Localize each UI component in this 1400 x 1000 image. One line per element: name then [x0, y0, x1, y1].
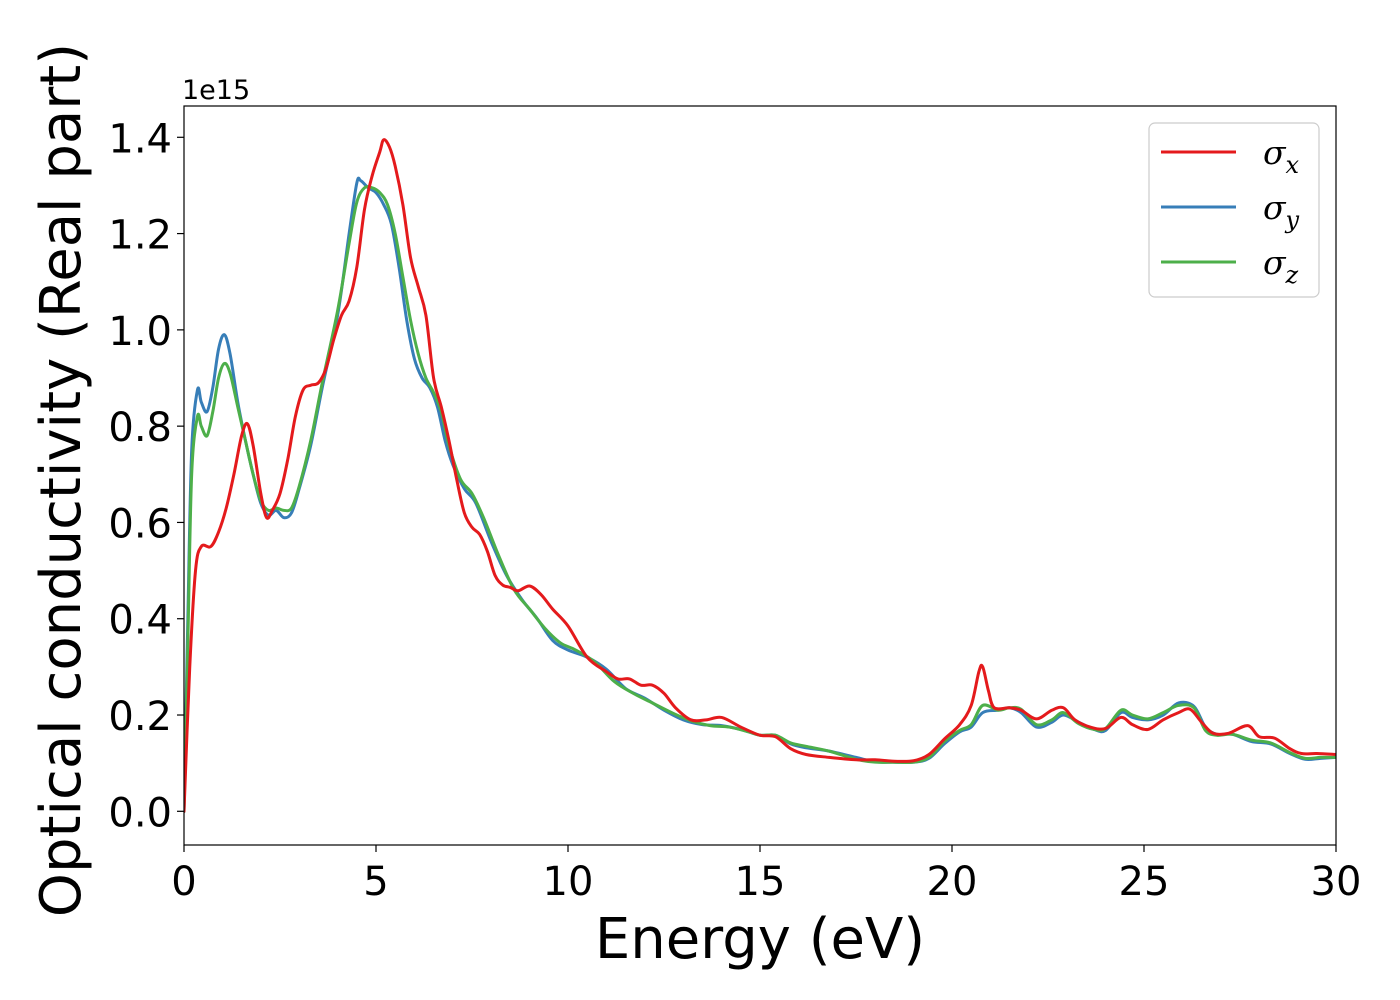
x-tick-label: 30 — [1311, 859, 1362, 905]
y-tick-label: 0.0 — [108, 790, 172, 836]
series-line-x — [184, 138, 1336, 813]
x-tick-label: 0 — [171, 859, 196, 905]
x-axis-title: Energy (eV) — [595, 907, 925, 972]
x-tick-label: 10 — [543, 859, 594, 905]
y-tick-label: 1.0 — [108, 309, 172, 355]
y-tick-label: 0.2 — [108, 694, 172, 740]
x-axis: 0 5 10 15 20 25 30 — [171, 845, 1361, 905]
legend-frame — [1148, 122, 1320, 298]
series-layer — [184, 138, 1336, 813]
y-tick-label: 0.4 — [108, 598, 172, 644]
y-axis-title: Optical conductivity (Real part) — [29, 43, 94, 917]
y-tick-label: 0.8 — [108, 405, 172, 451]
x-tick-label: 20 — [927, 859, 978, 905]
x-tick-label: 25 — [1119, 859, 1170, 905]
y-tick-label: 0.6 — [108, 501, 172, 547]
x-tick-label: 5 — [363, 859, 388, 905]
x-tick-label: 15 — [735, 859, 786, 905]
y-tick-label: 1.2 — [108, 213, 172, 259]
y-tick-label: 1.4 — [108, 116, 172, 162]
y-axis: 0.0 0.2 0.4 0.6 0.8 1.0 1.2 1.4 — [108, 116, 184, 836]
y-offset-label: 1e15 — [182, 75, 250, 106]
